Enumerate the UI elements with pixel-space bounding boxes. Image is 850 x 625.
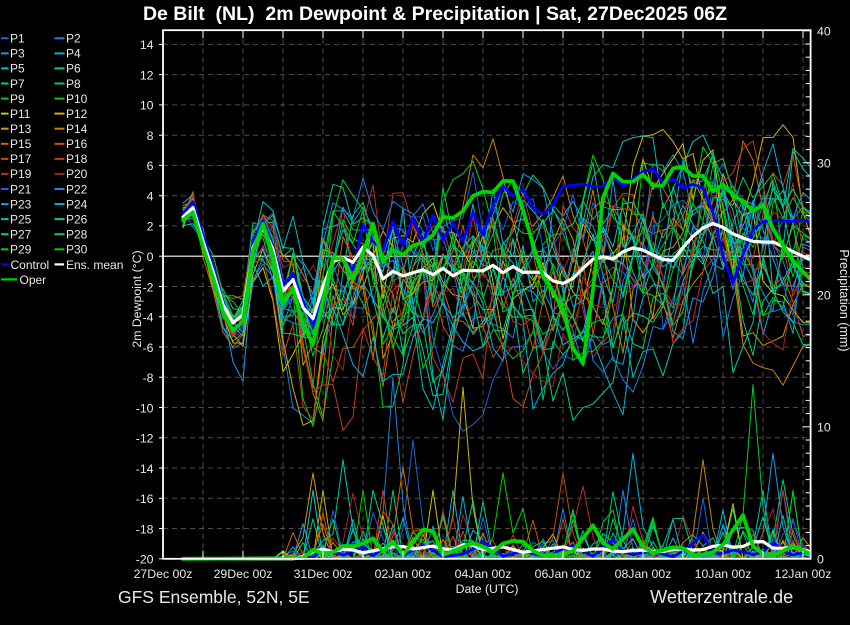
svg-text:P4: P4 [66,47,81,61]
svg-text:14: 14 [140,38,154,52]
svg-text:02Jan 00z: 02Jan 00z [375,567,432,581]
svg-text:04Jan 00z: 04Jan 00z [455,567,512,581]
svg-text:10: 10 [817,421,831,435]
svg-text:P7: P7 [10,77,25,91]
svg-text:-18: -18 [136,522,154,536]
svg-text:27Dec 00z: 27Dec 00z [134,567,193,581]
svg-text:0: 0 [817,553,824,567]
svg-text:P21: P21 [10,182,32,196]
svg-text:Ens. mean: Ens. mean [66,258,123,272]
svg-text:GFS Ensemble, 52N, 5E: GFS Ensemble, 52N, 5E [118,587,310,607]
svg-text:P19: P19 [10,167,32,181]
svg-text:P29: P29 [10,243,32,257]
svg-text:P27: P27 [10,228,32,242]
svg-text:10Jan 00z: 10Jan 00z [695,567,752,581]
svg-text:P17: P17 [10,152,32,166]
svg-text:De Bilt (NL) 2m Dewpoint & P: De Bilt (NL) 2m Dewpoint & Precipitation… [143,3,727,25]
svg-text:0: 0 [147,250,154,264]
svg-text:P15: P15 [10,137,32,151]
svg-text:P12: P12 [66,107,88,121]
svg-text:P22: P22 [66,182,88,196]
svg-text:8: 8 [147,129,154,143]
svg-text:P18: P18 [66,152,88,166]
svg-text:12Jan 00z: 12Jan 00z [775,567,832,581]
svg-text:40: 40 [817,25,831,39]
svg-text:-20: -20 [136,553,154,567]
svg-text:P10: P10 [66,92,88,106]
svg-text:P28: P28 [66,228,88,242]
svg-text:2: 2 [147,220,154,234]
svg-text:-6: -6 [143,341,154,355]
svg-text:-8: -8 [143,371,154,385]
svg-text:P30: P30 [66,243,88,257]
svg-text:31Dec 00z: 31Dec 00z [294,567,353,581]
svg-text:P26: P26 [66,212,88,226]
svg-text:P6: P6 [66,62,81,76]
svg-text:-2: -2 [143,280,154,294]
svg-text:P25: P25 [10,212,32,226]
svg-text:30: 30 [817,157,831,171]
svg-text:P20: P20 [66,167,88,181]
svg-text:P9: P9 [10,92,25,106]
svg-text:-14: -14 [136,462,154,476]
svg-text:P24: P24 [66,197,88,211]
svg-text:P5: P5 [10,62,25,76]
svg-text:20: 20 [817,289,831,303]
svg-text:2m Dewpoint (°C): 2m Dewpoint (°C) [130,250,144,347]
svg-text:-12: -12 [136,432,154,446]
svg-text:-10: -10 [136,401,154,415]
svg-text:P1: P1 [10,32,25,46]
svg-text:08Jan 00z: 08Jan 00z [615,567,672,581]
svg-text:Wetterzentrale.de: Wetterzentrale.de [650,587,793,607]
svg-text:-4: -4 [143,311,154,325]
svg-text:P13: P13 [10,122,32,136]
svg-text:P11: P11 [10,107,31,121]
svg-text:12: 12 [140,68,154,82]
svg-text:6: 6 [147,159,154,173]
svg-text:P14: P14 [66,122,88,136]
svg-text:Date (UTC): Date (UTC) [456,582,519,596]
svg-text:10: 10 [140,99,154,113]
svg-text:P16: P16 [66,137,88,151]
svg-text:P8: P8 [66,77,81,91]
svg-text:Oper: Oper [20,273,47,287]
svg-text:-16: -16 [136,492,154,506]
svg-text:29Dec 00z: 29Dec 00z [214,567,273,581]
svg-text:06Jan 00z: 06Jan 00z [535,567,592,581]
svg-text:P2: P2 [66,32,81,46]
svg-text:Control: Control [11,258,50,272]
svg-text:P3: P3 [10,47,25,61]
svg-text:4: 4 [147,190,154,204]
svg-text:Precipitation (mm): Precipitation (mm) [837,249,850,351]
svg-text:P23: P23 [10,197,32,211]
